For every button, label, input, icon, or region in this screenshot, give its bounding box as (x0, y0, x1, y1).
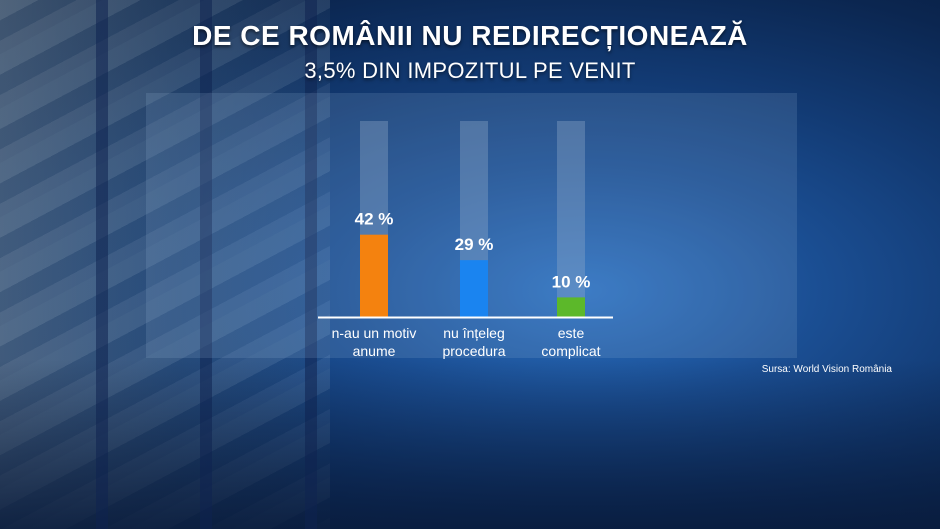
category-label: este complicat (541, 325, 600, 359)
decorative-stripe (96, 0, 108, 529)
decorative-stripe (200, 0, 212, 529)
bar (460, 260, 488, 317)
chart-subtitle: 3,5% DIN IMPOZITUL PE VENIT (304, 58, 636, 83)
bar-value-label: 29 % (455, 235, 494, 254)
category-label: n-au un motiv anume (332, 325, 417, 359)
bar-value-label: 10 % (552, 272, 591, 291)
decorative-stripe (305, 0, 317, 529)
bar (360, 234, 388, 317)
category-label: nu înțeleg procedura (442, 325, 505, 359)
bar-value-label: 42 % (355, 210, 394, 229)
bar-track (557, 121, 585, 317)
source-note: Sursa: World Vision România (761, 364, 892, 375)
chart-title: DE CE ROMÂNII NU REDIRECȚIONEAZĂ (192, 20, 748, 51)
bar (557, 297, 585, 317)
